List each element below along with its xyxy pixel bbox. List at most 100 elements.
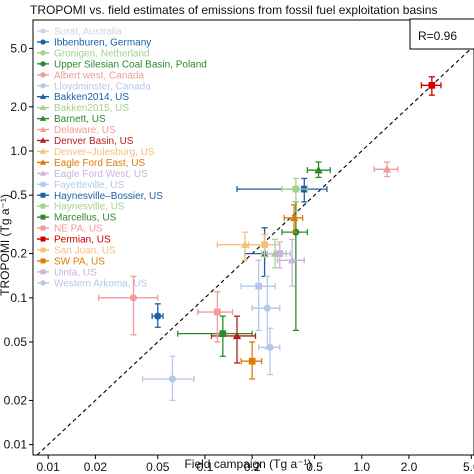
plot-area bbox=[32, 19, 474, 456]
legend-label: Denver–Julesburg, US bbox=[54, 147, 155, 158]
y-tick-label: 0.2 bbox=[10, 247, 27, 261]
legend-label: Upper Silesian Coal Basin, Poland bbox=[54, 59, 207, 70]
y-tick-label: 1.0 bbox=[10, 144, 27, 158]
data-marker bbox=[219, 330, 227, 338]
legend-marker bbox=[40, 28, 46, 34]
y-axis-label: TROPOMI (Tg a⁻¹) bbox=[0, 194, 12, 296]
legend-item: Eagle Ford East, US bbox=[37, 158, 145, 169]
legend-marker bbox=[40, 247, 46, 253]
x-tick-label: 0.1 bbox=[197, 460, 214, 474]
data-marker bbox=[232, 331, 242, 340]
legend-label: Lloydminster, Canada bbox=[54, 81, 151, 92]
legend-label: Ibbenburen, Germany bbox=[54, 37, 151, 48]
data-marker bbox=[214, 308, 221, 316]
x-axis-label: Field campaign (Tg a⁻¹) bbox=[184, 457, 311, 471]
data-point bbox=[281, 177, 309, 203]
legend-marker bbox=[40, 225, 46, 231]
legend-label: Gronigen, Netherland bbox=[54, 48, 150, 59]
data-marker bbox=[276, 250, 284, 257]
data-point bbox=[216, 231, 266, 261]
x-tick-label: 0.02 bbox=[84, 460, 108, 474]
legend-item: Haynesville–Bossier, US bbox=[37, 191, 163, 202]
legend-marker bbox=[40, 192, 46, 198]
legend-item: San Juan, US bbox=[37, 246, 116, 257]
data-point bbox=[197, 291, 234, 343]
legend-item: Denver–Julesburg, US bbox=[37, 147, 155, 158]
data-marker bbox=[289, 213, 299, 222]
data-marker bbox=[428, 81, 436, 89]
x-tick-label: 2.0 bbox=[401, 460, 418, 474]
y-tick-label: 0.05 bbox=[4, 335, 28, 349]
data-marker bbox=[240, 240, 250, 248]
legend-marker bbox=[40, 61, 46, 67]
legend-item: Bakken2014, US bbox=[37, 92, 129, 103]
legend-label: Denver Basin, US bbox=[54, 136, 134, 147]
data-point bbox=[258, 327, 281, 376]
legend-label: San Juan, US bbox=[54, 246, 116, 257]
data-point bbox=[210, 315, 257, 364]
legend-marker bbox=[40, 280, 46, 286]
legend-label: Haynesville, US bbox=[54, 202, 125, 213]
legend-item: Gronigen, Netherland bbox=[37, 48, 150, 59]
legend-item: Bakken2015, US bbox=[37, 103, 129, 114]
legend-label: Marcellus, US bbox=[54, 213, 117, 224]
data-marker bbox=[266, 343, 274, 351]
data-point bbox=[276, 238, 305, 287]
legend-label: Bakken2015, US bbox=[54, 103, 129, 114]
data-point bbox=[283, 204, 304, 233]
legend-label: Surat, Australia bbox=[54, 27, 122, 38]
legend-marker bbox=[40, 72, 46, 78]
y-tick-label: 0.1 bbox=[10, 291, 27, 305]
data-marker bbox=[263, 304, 271, 312]
legend-item: NE PA, US bbox=[37, 224, 103, 235]
legend-marker bbox=[39, 104, 47, 110]
x-tick-label: 0.01 bbox=[37, 460, 61, 474]
data-point bbox=[420, 76, 442, 96]
legend-label: Fayetteville, US bbox=[54, 180, 124, 191]
x-tick-label: 5.0 bbox=[463, 460, 474, 474]
legend-marker bbox=[40, 50, 46, 56]
data-point bbox=[141, 355, 195, 402]
legend-item: Marcellus, US bbox=[37, 213, 117, 224]
legend-item: Delaware, US bbox=[37, 125, 116, 136]
x-tick-label: 1.0 bbox=[353, 460, 370, 474]
x-axis-ticks: 0.01 0.02 0.05 0.1 0.2 0.5 1.0 2.0 5.0 bbox=[37, 455, 474, 474]
legend-label: Barnett, US bbox=[54, 114, 106, 125]
legend-label: Eagle Ford West, US bbox=[54, 169, 148, 180]
data-point bbox=[240, 341, 263, 380]
r-annotation: R=0.96 bbox=[418, 29, 457, 43]
legend-label: Permian, US bbox=[54, 235, 111, 246]
y-tick-label: 0.01 bbox=[4, 438, 28, 452]
legend-label: Delaware, US bbox=[54, 125, 116, 136]
r-annotation-box: R=0.96 bbox=[409, 18, 474, 50]
legend-item: Lloydminster, Canada bbox=[37, 81, 151, 92]
data-marker bbox=[248, 357, 256, 365]
legend-marker bbox=[40, 269, 46, 275]
legend-item: SW PA, US bbox=[37, 256, 105, 267]
legend-label: Haynesville–Bossier, US bbox=[54, 191, 163, 202]
legend-marker bbox=[39, 115, 47, 121]
legend-label: Uinta, US bbox=[54, 267, 97, 278]
data-marker bbox=[154, 312, 162, 320]
legend-marker bbox=[39, 126, 47, 132]
legend-marker bbox=[40, 258, 46, 264]
legend-item: Haynesville, US bbox=[37, 202, 125, 213]
legend-marker bbox=[39, 159, 47, 165]
y-tick-label: 2.0 bbox=[10, 100, 27, 114]
legend-marker bbox=[40, 39, 46, 45]
legend-label: Albert west, Canada bbox=[54, 70, 144, 81]
legend-marker bbox=[39, 93, 47, 100]
legend-item: Eagle Ford West, US bbox=[37, 169, 148, 180]
data-marker bbox=[292, 185, 300, 193]
plot-frame bbox=[32, 19, 474, 456]
x-tick-label: 0.5 bbox=[306, 460, 323, 474]
legend-label: Bakken2014, US bbox=[54, 92, 129, 103]
legend-item: Ibbenburen, Germany bbox=[37, 37, 151, 48]
data-point bbox=[177, 315, 253, 357]
data-point bbox=[373, 161, 399, 178]
data-point bbox=[151, 303, 164, 328]
legend-item: Permian, US bbox=[37, 235, 111, 246]
legend-item: Denver Basin, US bbox=[37, 136, 134, 147]
data-marker bbox=[261, 241, 268, 249]
